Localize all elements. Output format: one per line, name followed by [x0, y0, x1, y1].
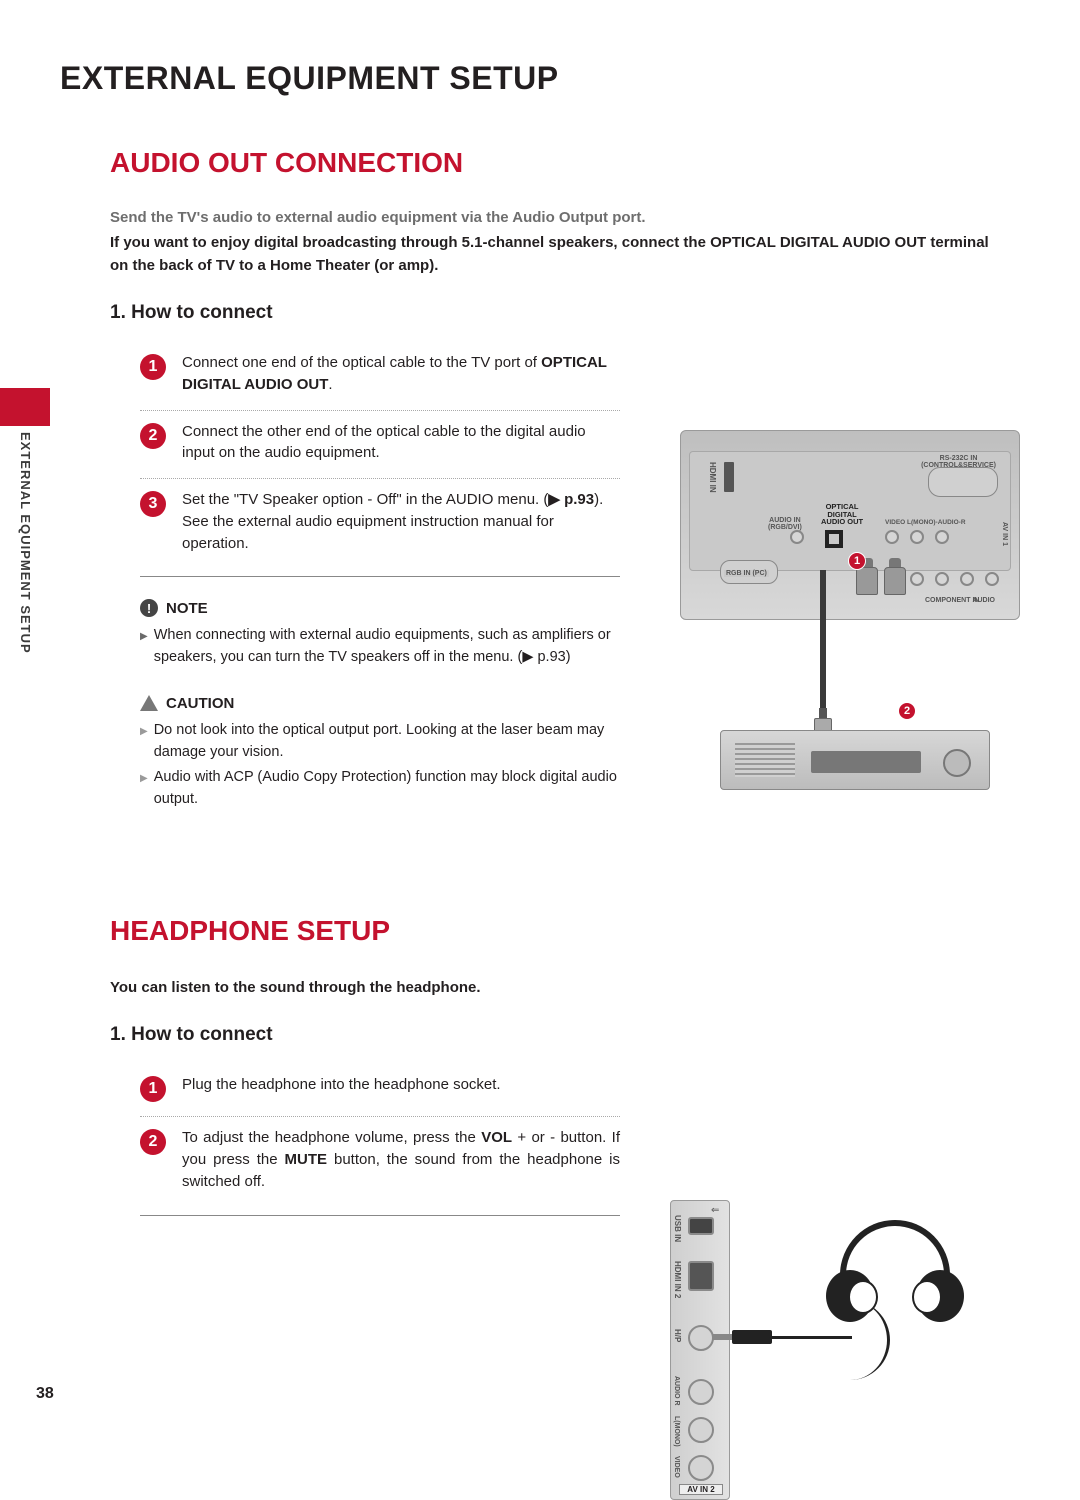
how-to-connect-1: 1. How to connect — [110, 302, 1020, 324]
label-audio-r: AUDIO R — [673, 1376, 680, 1406]
step-bullet: 2 — [140, 423, 166, 449]
hp-step-2: 2 To adjust the headphone volume, press … — [140, 1117, 620, 1215]
label-audio2: AUDIO — [972, 597, 995, 604]
section-heading-audio-out: AUDIO OUT CONNECTION — [110, 147, 1020, 179]
manual-page: EXTERNAL EQUIPMENT SETUP EXTERNAL EQUIPM… — [0, 0, 1080, 1439]
receiver-display — [811, 751, 921, 773]
label-hp: H/P — [673, 1329, 682, 1342]
port-audio-r2 — [985, 572, 999, 586]
step-text: Connect one end of the optical cable to … — [182, 352, 620, 396]
port-video — [688, 1455, 714, 1481]
caution-list: Do not look into the optical output port… — [140, 720, 620, 811]
diagram-marker-2: 2 — [898, 702, 916, 720]
optical-cable — [820, 570, 826, 720]
usb-arrow-icon: ⇐ — [711, 1205, 719, 1216]
note-title: ! NOTE — [140, 599, 620, 617]
label-hdmi: HDMI IN — [708, 462, 717, 493]
port-hdmi — [724, 462, 734, 492]
info-icon: ! — [140, 599, 158, 617]
section1-intro: Send the TV's audio to external audio eq… — [110, 209, 1010, 277]
how-to-connect-2: 1. How to connect — [110, 1024, 1020, 1046]
caution-box: CAUTION Do not look into the optical out… — [140, 695, 620, 811]
receiver-vents — [735, 743, 795, 777]
headphone-pad-left — [848, 1280, 878, 1314]
step-2: 2 Connect the other end of the optical c… — [140, 411, 620, 480]
port-component-pr — [910, 572, 924, 586]
step-text: Connect the other end of the optical cab… — [182, 421, 620, 465]
port-audio-in-jack — [790, 530, 804, 544]
port-audio-l — [688, 1417, 714, 1443]
intro-bold: If you want to enjoy digital broadcastin… — [110, 232, 1010, 277]
side-tab-marker — [0, 388, 50, 426]
port-hdmi2 — [688, 1261, 714, 1291]
caution-item: Audio with ACP (Audio Copy Protection) f… — [140, 767, 620, 811]
side-panel: ⇐ USB IN HDMI IN 2 H/P AUDIO R L(MONO) V… — [670, 1200, 730, 1500]
hp-step-1: 1 Plug the headphone into the headphone … — [140, 1064, 620, 1117]
headphone-pad-right — [912, 1280, 942, 1314]
side-tab: EXTERNAL EQUIPMENT SETUP — [0, 388, 50, 654]
plug-component-pb-body — [884, 567, 906, 595]
steps-list-2: 1 Plug the headphone into the headphone … — [140, 1064, 620, 1215]
step-bullet: 2 — [140, 1129, 166, 1155]
label-video2: VIDEO — [673, 1456, 680, 1478]
label-av-in-1: AV IN 1 — [1001, 522, 1008, 546]
step-1: 1 Connect one end of the optical cable t… — [140, 342, 620, 411]
port-headphone — [688, 1325, 714, 1351]
port-rs232 — [928, 467, 998, 497]
label-audio-l: L(MONO) — [673, 1416, 680, 1447]
step-text: Set the "TV Speaker option - Off" in the… — [182, 489, 620, 554]
plug-component-y-body — [856, 567, 878, 595]
label-optical: OPTICALDIGITALAUDIO OUT — [820, 502, 864, 527]
tv-back-panel: HDMI IN RS-232C IN(CONTROL&SERVICE) AUDI… — [680, 430, 1020, 620]
note-box: ! NOTE When connecting with external aud… — [140, 599, 620, 669]
port-usb — [688, 1217, 714, 1235]
headphone-intro: You can listen to the sound through the … — [110, 977, 1010, 1000]
label-avin2: AV IN 2 — [679, 1484, 723, 1495]
diagram-marker-1: 1 — [848, 552, 866, 570]
port-component-eo — [935, 572, 949, 586]
step-text: To adjust the headphone volume, press th… — [182, 1127, 620, 1192]
caution-item: Do not look into the optical output port… — [140, 720, 620, 764]
note-item: When connecting with external audio equi… — [140, 625, 620, 669]
port-audio-r — [688, 1379, 714, 1405]
diagram-tv-back-panel: HDMI IN RS-232C IN(CONTROL&SERVICE) AUDI… — [680, 430, 1020, 800]
label-component: COMPONENT IN — [925, 597, 979, 604]
label-hdmi2: HDMI IN 2 — [673, 1261, 682, 1298]
step-text: Plug the headphone into the headphone so… — [182, 1074, 501, 1102]
port-audio-l — [910, 530, 924, 544]
caution-title: CAUTION — [140, 695, 620, 712]
section2-intro: You can listen to the sound through the … — [110, 977, 1010, 1000]
receiver-knob — [943, 749, 971, 777]
headphone-jack-body — [732, 1330, 772, 1344]
intro-muted: Send the TV's audio to external audio eq… — [110, 209, 1010, 226]
tv-port-area: HDMI IN RS-232C IN(CONTROL&SERVICE) AUDI… — [689, 451, 1011, 571]
note-list: When connecting with external audio equi… — [140, 625, 620, 669]
step-bullet: 1 — [140, 1076, 166, 1102]
side-tab-label: EXTERNAL EQUIPMENT SETUP — [18, 432, 33, 654]
port-optical — [825, 530, 843, 548]
step-bullet: 1 — [140, 354, 166, 380]
warning-icon — [140, 695, 158, 711]
port-audio-r — [935, 530, 949, 544]
section-heading-headphone: HEADPHONE SETUP — [110, 915, 1020, 947]
step-bullet: 3 — [140, 491, 166, 517]
audio-receiver — [720, 730, 990, 790]
page-title: EXTERNAL EQUIPMENT SETUP — [60, 60, 1020, 97]
step-3: 3 Set the "TV Speaker option - Off" in t… — [140, 479, 620, 577]
diagram-headphone-panel: ⇐ USB IN HDMI IN 2 H/P AUDIO R L(MONO) V… — [670, 1200, 980, 1500]
headphones-icon — [820, 1220, 970, 1330]
label-rgb: RGB IN (PC) — [724, 570, 769, 577]
steps-list-1: 1 Connect one end of the optical cable t… — [140, 342, 620, 577]
port-video — [885, 530, 899, 544]
label-audio-in: AUDIO IN(RGB/DVI) — [768, 517, 802, 531]
port-audio-l2 — [960, 572, 974, 586]
page-number: 38 — [36, 1385, 54, 1403]
label-usb: USB IN — [673, 1215, 682, 1242]
headphone-jack-tip — [712, 1334, 732, 1340]
label-video: VIDEO L(MONO)-AUDIO-R — [885, 519, 966, 526]
